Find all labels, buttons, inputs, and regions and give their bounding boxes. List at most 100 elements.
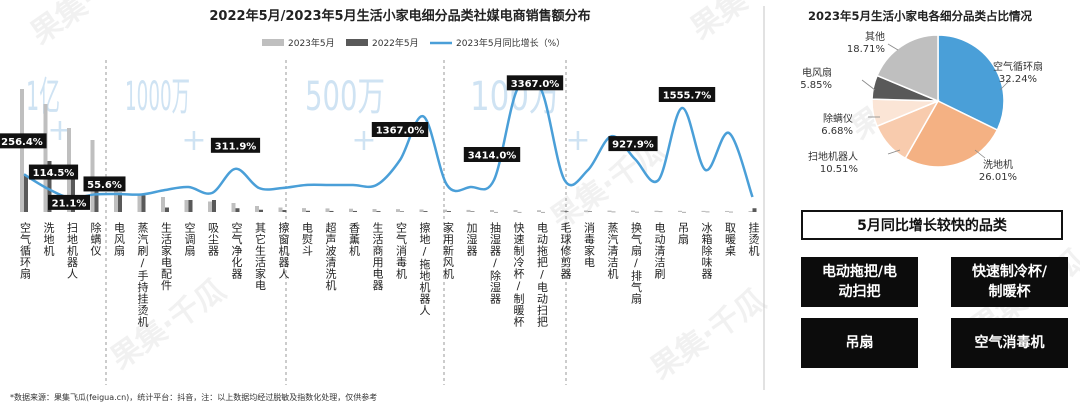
category-label: 加湿器 (465, 222, 478, 257)
bar-2022 (400, 211, 404, 212)
bar-2023 (678, 210, 682, 212)
bar-2022 (94, 186, 99, 212)
bar-2022 (165, 207, 169, 212)
category-label: 取暖桌 (724, 222, 737, 257)
data-label-bg (506, 75, 564, 91)
data-labels: 256.4% 114.5% 21.1%55.6% 311.9% 1367.0% 3414.… (0, 75, 716, 210)
category-label: 电熨斗 (301, 222, 314, 257)
bar-2022 (329, 210, 334, 212)
bar-2023 (584, 210, 588, 212)
plus-sign: + (565, 123, 590, 158)
category-label: 蒸汽刷/手持挂烫机 (136, 222, 149, 328)
bar-2023 (372, 209, 377, 212)
data-label-text: 1367.0% (376, 126, 425, 137)
legend-label-2022: 2022年5月 (372, 37, 419, 49)
bar-2022 (470, 211, 475, 212)
pie-label: 扫地机器人 (808, 150, 858, 163)
pie-label: 空气循环扇 (993, 60, 1043, 73)
bar-2023 (396, 209, 400, 212)
separators (105, 6, 765, 390)
category-label: 生活家电配件 (160, 221, 173, 292)
bar-2023 (701, 210, 706, 212)
category-label: 洗地机 (42, 222, 55, 257)
data-label-bg (463, 147, 521, 162)
bar-2022 (682, 211, 686, 213)
category-label: 空气消毒机 (395, 221, 408, 280)
bar-2022 (353, 210, 357, 212)
fast-growth-header: 5月同比增长较快的品类 (801, 210, 1063, 240)
bar-2022 (729, 211, 733, 213)
bar-2023 (137, 194, 142, 212)
bar-2023 (231, 203, 236, 212)
bar-2023 (43, 104, 48, 212)
category-labels: 空气循环扇 洗地机 扫地机器人 除螨仪 电风扇 蒸汽刷/手持挂烫机 生活家电配件 空调扇 吸尘器… (19, 221, 761, 328)
bar-2022 (118, 192, 122, 212)
growth-line (23, 76, 754, 200)
data-label: 311.9% (210, 137, 261, 153)
bar-2022 (376, 211, 381, 212)
pie-value: 10.51% (820, 164, 858, 175)
data-label-text: 3367.0% (511, 79, 560, 90)
data-label: 1555.7% (658, 86, 716, 102)
fast-growth-item: 吊扇 (801, 318, 918, 368)
legend: 2023年5月 2022年5月 2023年5月同比增长（%） (262, 37, 565, 49)
category-label: 电风扇 (113, 222, 126, 257)
data-label-text: 927.9% (612, 140, 654, 151)
bar-2022 (447, 211, 451, 212)
category-label: 擦地/拖地机器人 (418, 221, 431, 316)
data-label-bg (210, 137, 261, 153)
category-label: 家用新风机 (442, 221, 455, 280)
category-label: 生活商用电器 (371, 221, 384, 292)
pie-leader (861, 79, 876, 91)
pie-label: 其他 (865, 30, 885, 43)
category-label: 电动清洁刷 (653, 222, 666, 280)
bar-2022 (282, 210, 287, 212)
category-label: 空气净化器 (230, 221, 243, 280)
legend-label-growth: 2023年5月同比增长（%） (456, 37, 565, 49)
pie-value: 18.71% (847, 44, 885, 55)
watermark-text: 果集·千瓜 (25, 0, 153, 52)
pie-slice (937, 34, 1005, 132)
pie-value: 5.85% (800, 80, 832, 91)
bar-2022 (71, 174, 75, 212)
data-label-text: 311.9% (215, 141, 257, 152)
bar-2023 (184, 200, 189, 212)
pie-slice (904, 100, 999, 168)
bar-2023 (349, 208, 353, 212)
bar-2023 (419, 209, 424, 212)
data-label: 1367.0% (371, 122, 429, 137)
pie-leader (887, 43, 899, 51)
bar-2023 (443, 209, 447, 212)
bar-2023 (725, 210, 729, 212)
pie-leader (887, 149, 901, 155)
bar-2023 (208, 201, 212, 212)
bar-2023 (302, 208, 306, 212)
category-label: 扫地机器人 (66, 222, 79, 280)
magnitude-label: 1亿 (26, 74, 60, 120)
data-label: 3367.0% (506, 75, 564, 91)
pie-value: 26.01% (979, 172, 1017, 183)
data-label: 927.9% (608, 136, 658, 152)
bar-2022 (24, 176, 28, 212)
watermark-text: 果集·千瓜 (685, 0, 813, 47)
pie-value: 6.68% (821, 126, 853, 137)
bar-2023 (631, 210, 635, 212)
bar-2023 (607, 210, 612, 212)
data-label-bg (28, 164, 79, 180)
magnitude-label: 1000万 (125, 74, 190, 120)
growth-line-path (23, 76, 754, 200)
bar-2023 (513, 210, 518, 212)
category-label: 香薰机 (348, 222, 361, 257)
category-label: 快速制冷杯/制暖杯 (512, 222, 525, 328)
bar-2022 (47, 161, 52, 212)
pie-slice (876, 34, 939, 103)
pie-leader (974, 149, 986, 159)
category-label: 吸尘器 (207, 222, 220, 257)
category-label: 电动拖把/电动扫把 (536, 222, 549, 328)
data-label-bg (48, 194, 90, 210)
bar-2022 (423, 211, 428, 212)
bar-2023 (466, 209, 471, 212)
bar-2022 (141, 195, 146, 212)
